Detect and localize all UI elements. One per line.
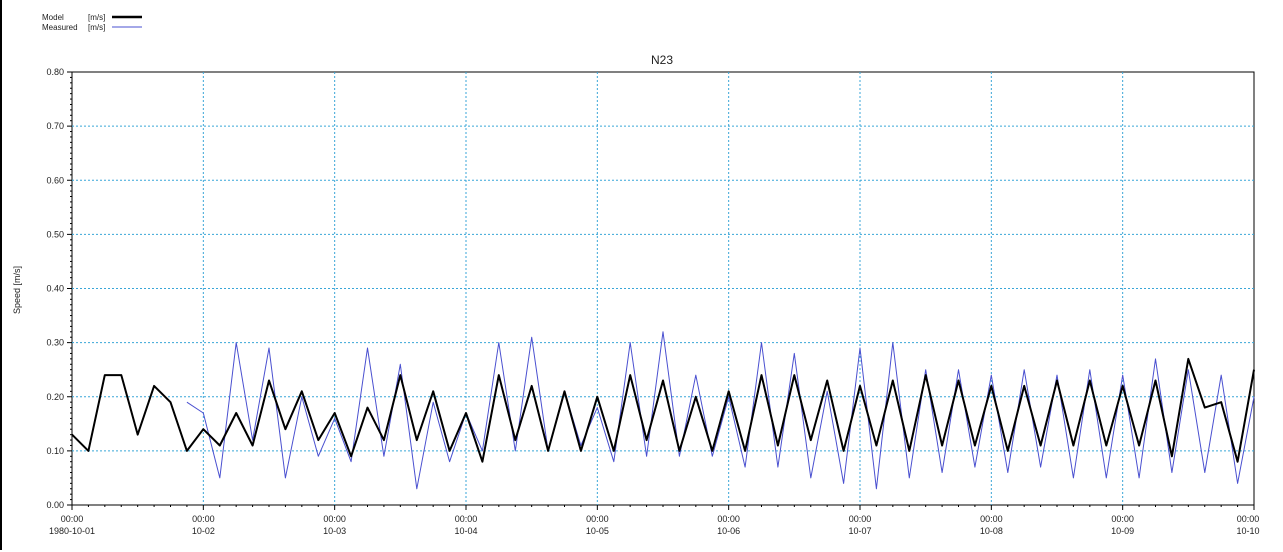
x-tick-time: 00:00 (1111, 514, 1134, 524)
legend-unit-model: [m/s] (88, 13, 105, 22)
legend-label-measured: Measured (42, 23, 78, 32)
legend-label-model: Model (42, 13, 64, 22)
y-axis-title: Speed [m/s] (12, 266, 22, 314)
x-tick-time: 00:00 (586, 514, 609, 524)
x-tick-time: 00:00 (849, 514, 872, 524)
x-tick-date: 10-05 (586, 526, 609, 536)
x-tick-time: 00:00 (717, 514, 740, 524)
legend-unit-measured: [m/s] (88, 23, 105, 32)
x-tick-date: 10-07 (848, 526, 871, 536)
x-tick-date: 10-03 (323, 526, 346, 536)
x-tick-date: 1980-10-01 (49, 526, 95, 536)
x-tick-date: 10-04 (454, 526, 477, 536)
x-tick-time: 00:00 (61, 514, 84, 524)
x-tick-date: 10-02 (192, 526, 215, 536)
x-tick-date: 10-09 (1111, 526, 1134, 536)
y-tick-label: 0.50 (46, 229, 64, 239)
x-tick-date: 10-08 (980, 526, 1003, 536)
series-line-measured (186, 331, 1255, 490)
x-tick-time: 00:00 (980, 514, 1003, 524)
x-tick-time: 00:00 (323, 514, 346, 524)
x-tick-date: 10-06 (717, 526, 740, 536)
y-tick-label: 0.80 (46, 67, 64, 77)
y-tick-label: 0.10 (46, 446, 64, 456)
y-tick-label: 0.40 (46, 284, 64, 294)
y-tick-label: 0.30 (46, 338, 64, 348)
x-tick-time: 00:00 (192, 514, 215, 524)
series-line-model (71, 357, 1255, 463)
y-tick-label: 0.20 (46, 392, 64, 402)
y-tick-label: 0.70 (46, 121, 64, 131)
y-tick-label: 0.60 (46, 175, 64, 185)
x-tick-time: 00:00 (1237, 514, 1260, 524)
chart-title: N23 (651, 53, 673, 67)
x-tick-time: 00:00 (455, 514, 478, 524)
x-tick-date: 10-10 (1236, 526, 1259, 536)
y-tick-label: 0.00 (46, 500, 64, 510)
